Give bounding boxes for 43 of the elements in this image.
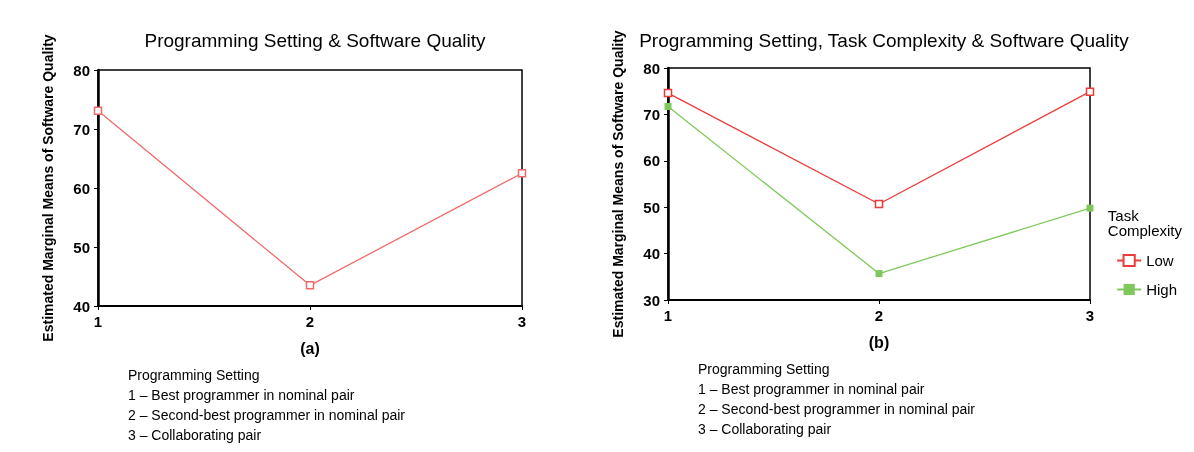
point: [517, 169, 527, 178]
y-tick-label: 30: [643, 291, 660, 309]
y-axis-title: Estimated Marginal Means of Software Quality: [610, 30, 626, 338]
x-tick-label: 2: [874, 307, 884, 324]
point: [1085, 87, 1095, 96]
y-tick-label: 70: [643, 105, 660, 123]
text: 3 – Collaborating pair: [698, 421, 832, 437]
chart-title: Programming Setting & Software Quality: [144, 30, 487, 51]
x-axis-title: (b): [868, 333, 890, 351]
x-tick-label: 2: [305, 313, 315, 330]
point: [874, 199, 884, 209]
y-tick-label: 80: [643, 59, 660, 77]
point: [875, 270, 883, 278]
text: Programming Setting: [698, 361, 830, 377]
point: [663, 88, 673, 98]
y-axis-title: Estimated Marginal Means of Software Quality: [40, 34, 56, 342]
y-tick-label: 50: [73, 238, 90, 256]
text: 2 – Second-best programmer in nominal pair: [698, 401, 976, 417]
x-axis-title: (a): [300, 339, 320, 357]
y-tick-label: 80: [73, 61, 90, 79]
legend-label: High: [1146, 281, 1178, 298]
y-tick-label: 60: [643, 152, 660, 170]
chart-title: Programming Setting, Task Complexity & Software Quality: [639, 30, 1130, 51]
x-tick-label: 1: [663, 307, 673, 324]
text: 1 – Best programmer in nominal pair: [128, 387, 355, 403]
text: Programming Setting: [128, 367, 260, 383]
y-tick-label: 50: [643, 198, 660, 216]
x-tick-label: 1: [93, 313, 103, 330]
point: [93, 106, 103, 115]
y-tick-label: 60: [73, 179, 90, 197]
legend-title: Task Complexity: [1107, 207, 1183, 239]
text: 3 – Collaborating pair: [128, 427, 262, 443]
text: 2 – Second-best programmer in nominal pair: [128, 407, 406, 423]
legend-label: Low: [1146, 252, 1174, 269]
point: [1086, 204, 1094, 212]
x-tick-label: 3: [517, 313, 527, 330]
y-tick-label: 70: [73, 120, 90, 138]
y-tick-label: 40: [643, 245, 660, 263]
x-tick-label: 3: [1085, 307, 1095, 324]
point: [305, 281, 315, 290]
text: 1 – Best programmer in nominal pair: [698, 381, 925, 397]
y-tick-label: 40: [73, 297, 90, 315]
point: [664, 103, 672, 111]
